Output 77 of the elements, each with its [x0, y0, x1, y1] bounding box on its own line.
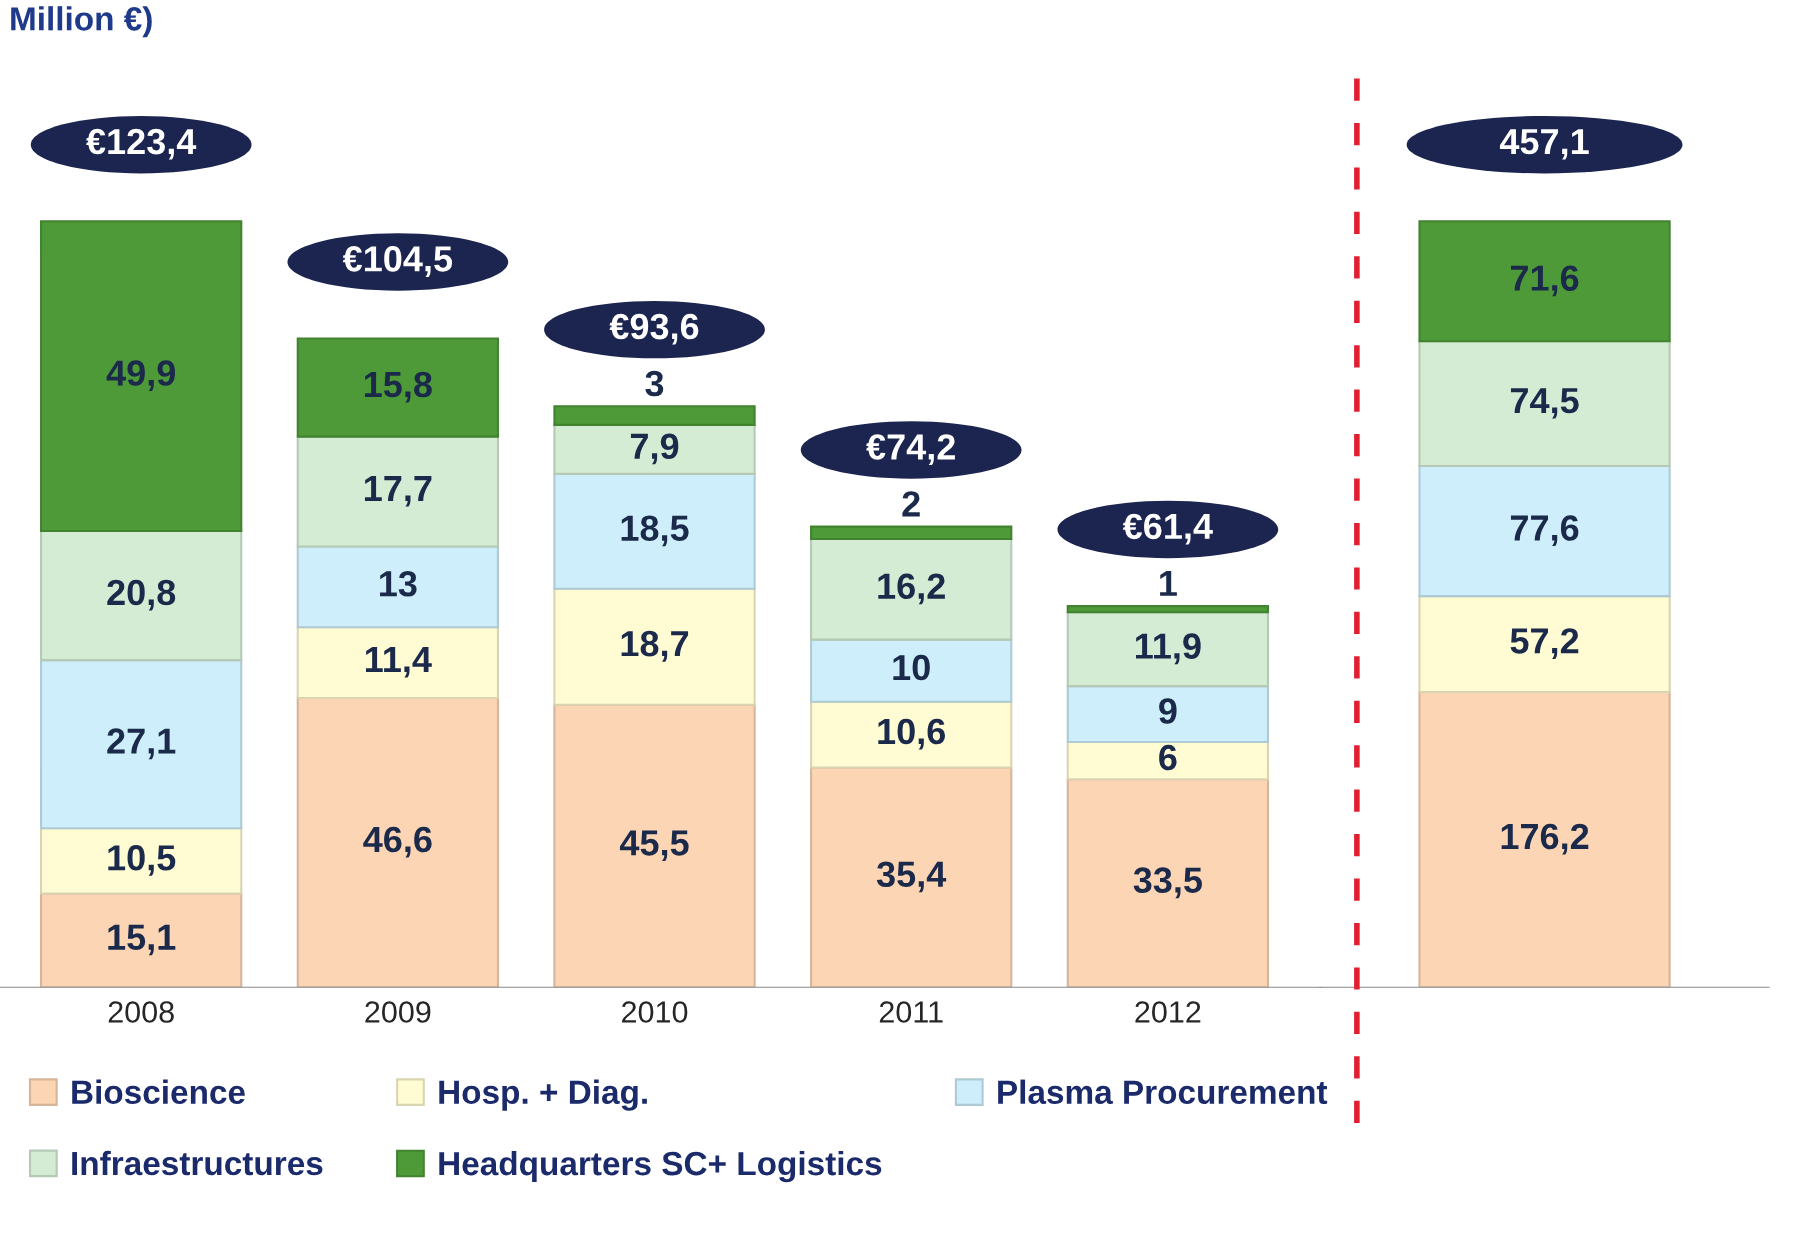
- data-label: 74,5: [1510, 388, 1579, 419]
- bar: [810, 638, 1013, 703]
- bar: [810, 766, 1013, 988]
- x-tick-label: 2009: [365, 1001, 431, 1023]
- data-label: 10,6: [878, 718, 946, 750]
- total-label: €104,5: [342, 246, 453, 277]
- data-label: 2: [902, 491, 920, 517]
- total-label: 457,1: [1499, 129, 1589, 160]
- bar: [40, 659, 243, 830]
- total-label: €74,2: [866, 434, 955, 465]
- bar: [296, 626, 499, 699]
- data-label: 35,4: [876, 861, 947, 893]
- bar: [40, 220, 243, 533]
- bar: [810, 700, 1013, 769]
- data-label: 3: [645, 370, 664, 397]
- data-label: 176,2: [1501, 823, 1589, 855]
- legend-label: Hosp. + Diag.: [439, 1079, 647, 1111]
- bar: [1418, 220, 1671, 343]
- bar: [553, 703, 756, 988]
- x-tick-label: 2008: [108, 1001, 174, 1023]
- data-label: 13: [380, 570, 417, 597]
- bar: [40, 827, 243, 895]
- data-label: 27,1: [107, 728, 176, 760]
- bar: [40, 892, 243, 988]
- data-label: 15,8: [364, 371, 432, 403]
- data-label: 15,1: [108, 924, 176, 956]
- bar: [553, 405, 756, 426]
- bar: [1418, 690, 1671, 988]
- legend-label: Bioscience: [72, 1079, 245, 1105]
- bar: [553, 587, 756, 706]
- bar: [1066, 685, 1269, 744]
- data-label: 9: [1159, 698, 1177, 724]
- legend-label: Infraestructures: [72, 1150, 323, 1176]
- data-label: 1: [1160, 570, 1177, 596]
- data-label: 7,9: [630, 433, 679, 465]
- bar: [1418, 595, 1671, 693]
- bar: [1418, 465, 1671, 598]
- data-label: 46,6: [363, 826, 432, 858]
- data-label: 11,4: [365, 647, 432, 678]
- data-label: 71,6: [1510, 265, 1579, 297]
- bar: [553, 472, 756, 590]
- data-label: 10: [893, 654, 930, 681]
- chart-title: Million €): [11, 6, 152, 38]
- data-label: 45,5: [619, 830, 689, 861]
- data-label: 17,7: [364, 476, 432, 507]
- data-label: 57,2: [1510, 628, 1579, 659]
- total-label: €93,6: [609, 313, 699, 345]
- total-label: €61,4: [1122, 513, 1213, 545]
- bar: [40, 529, 243, 662]
- bar: [296, 696, 499, 988]
- data-label: 16,2: [878, 573, 945, 605]
- total-label: €123,4: [86, 128, 197, 160]
- bar: [810, 538, 1013, 641]
- legend-label: Plasma Procurement: [998, 1079, 1328, 1105]
- data-label: 11,9: [1135, 633, 1201, 665]
- bar: [1066, 605, 1269, 614]
- data-label: 49,9: [106, 360, 175, 392]
- legend-label: Headquarters SC+ Logistics: [439, 1150, 882, 1183]
- bar: [1418, 340, 1671, 468]
- bar: [296, 435, 499, 548]
- data-label: 18,5: [621, 515, 689, 547]
- bar: [553, 423, 756, 475]
- bar: [810, 525, 1013, 541]
- data-label: 6: [1159, 744, 1177, 771]
- x-tick-label: 2011: [879, 1001, 943, 1023]
- data-label: 33,5: [1133, 867, 1202, 899]
- data-label: 77,6: [1510, 515, 1579, 547]
- bar: [1066, 778, 1269, 988]
- data-label: 20,8: [107, 579, 176, 611]
- data-label: 10,5: [108, 845, 176, 876]
- bar: [296, 337, 499, 438]
- bar: [1066, 611, 1269, 688]
- x-tick-label: 2010: [622, 1001, 688, 1023]
- bar: [296, 545, 499, 629]
- x-tick-label: 2012: [1135, 1001, 1201, 1023]
- data-label: 18,7: [621, 630, 689, 662]
- bar: [1066, 740, 1269, 781]
